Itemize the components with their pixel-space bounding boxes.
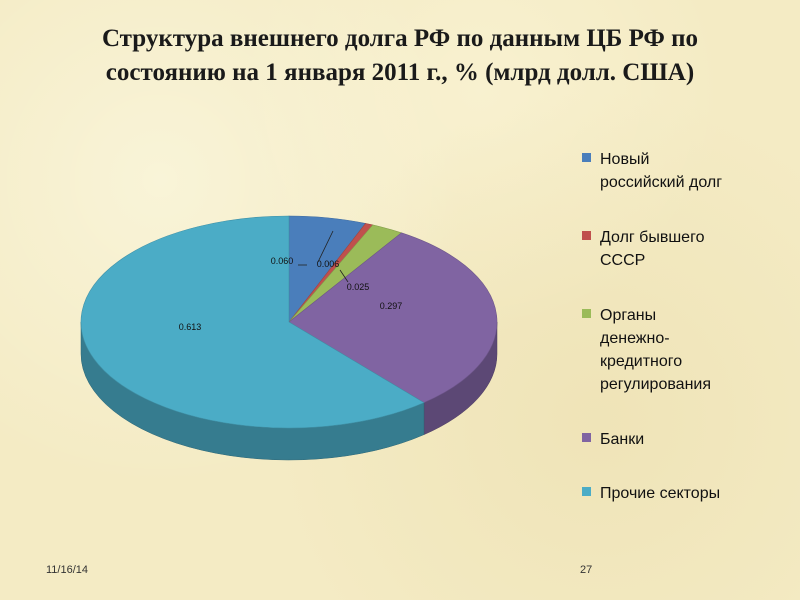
- legend-label-line: Банки: [600, 431, 645, 448]
- title-line-2: состоянию на 1 января 2011 г., % (млрд д…: [105, 59, 695, 86]
- slice-other-sectors: [80, 215, 425, 429]
- legend-item-other-sectors: Прочие секторы: [582, 482, 782, 505]
- legend-item-monetary-authorities: Органы денежно- кредитного регулирования: [582, 304, 782, 396]
- legend-swatch: [582, 309, 591, 318]
- legend-label-line: Прочие секторы: [600, 485, 721, 502]
- data-label-other-sectors: 0.613: [179, 322, 202, 332]
- slide-number: 27: [580, 564, 593, 576]
- data-labels: 0.060 0.006 0.025 0.297 0.613: [179, 230, 403, 332]
- legend-label-line: Органы: [600, 307, 657, 324]
- pie-top: [80, 215, 498, 429]
- legend-label-line: денежно-: [600, 330, 670, 347]
- legend-label-line: российский долг: [600, 174, 723, 191]
- data-label-ussr-debt: 0.006: [317, 259, 340, 269]
- legend-label-line: регулирования: [600, 376, 712, 393]
- leader-line: [339, 269, 349, 283]
- legend-label-line: кредитного: [600, 353, 683, 370]
- legend-label-line: Долг бывшего: [600, 229, 705, 246]
- data-label-banks: 0.297: [380, 301, 403, 311]
- legend-label-line: Новый: [600, 151, 650, 168]
- legend-swatch: [582, 153, 591, 162]
- title-line-1: Структура внешнего долга РФ по данным ЦБ…: [101, 25, 699, 52]
- legend-item-banks: Банки: [582, 428, 782, 451]
- footer-date: 11/16/14: [46, 564, 89, 576]
- slice-banks: [288, 232, 498, 403]
- legend-item-ussr-debt: Долг бывшего СССР: [582, 226, 782, 272]
- data-label-new-russian-debt: 0.060: [271, 256, 294, 266]
- legend-swatch: [582, 231, 591, 240]
- page-title: Структура внешнего долга РФ по данным ЦБ…: [40, 22, 760, 90]
- legend-swatch: [582, 487, 591, 496]
- data-label-monetary-authorities: 0.025: [347, 282, 370, 292]
- legend-swatch: [582, 433, 591, 442]
- leader-line: [317, 230, 334, 263]
- legend-item-new-russian-debt: Новый российский долг: [582, 148, 782, 194]
- legend-label-line: СССР: [600, 252, 646, 269]
